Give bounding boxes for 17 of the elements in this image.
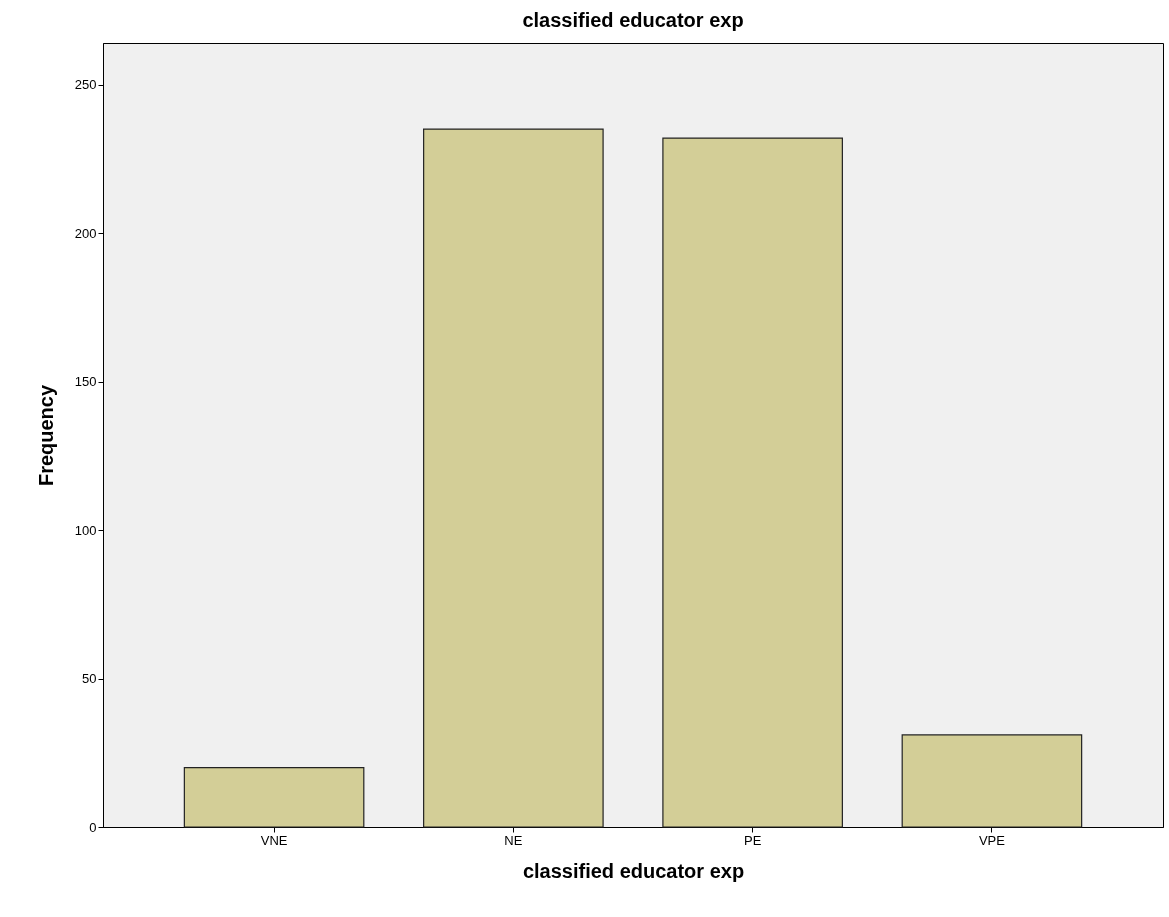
y-tick-label: 150: [74, 374, 97, 390]
x-axis-title: classified educator exp: [522, 859, 745, 882]
y-tick-label: 250: [74, 77, 97, 93]
y-tick-label: 50: [82, 671, 97, 687]
y-tick-label: 200: [74, 225, 97, 241]
y-axis-title: Frequency: [34, 384, 57, 487]
bar: [423, 128, 604, 828]
bar: [901, 734, 1083, 828]
y-tick-label: 100: [74, 522, 97, 538]
x-tick-label: PE: [743, 832, 762, 848]
chart-title: classified educator exp: [522, 9, 744, 31]
bar: [183, 767, 365, 828]
bar: [662, 137, 843, 828]
x-tick-label: NE: [504, 832, 523, 848]
y-tick-label: 0: [89, 819, 97, 835]
x-tick-label: VNE: [260, 832, 288, 848]
x-tick-label: VPE: [978, 832, 1006, 848]
